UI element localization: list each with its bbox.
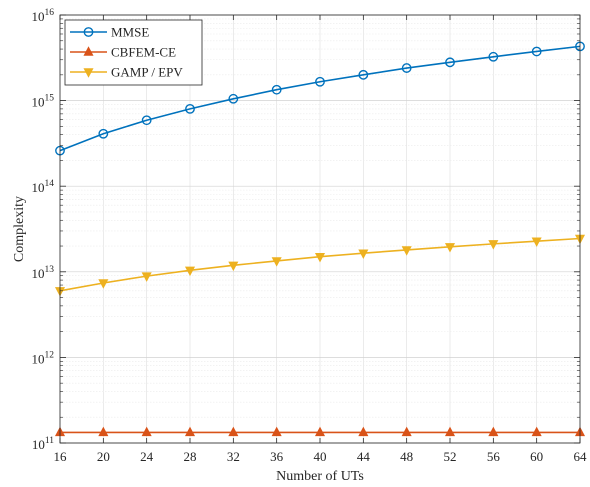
data-point-mmse [141,115,152,126]
y-axis-label: Complexity [12,196,27,262]
data-point-mmse [98,128,109,139]
data-point-gamp-epv [184,266,196,277]
x-tick-label: 64 [574,449,588,464]
data-point-cbfem-ce [401,426,412,437]
series-line-mmse [59,45,581,152]
legend-label-mmse: MMSE [111,25,149,40]
x-tick-label: 20 [97,449,110,464]
legend-marker-cbfem-ce [83,46,94,56]
y-tick-label: 1015 [32,94,55,110]
data-point-gamp-epv [228,261,239,272]
x-tick-label: 32 [227,449,240,464]
x-tick-label: 36 [270,449,284,464]
data-point-mmse [315,76,325,87]
data-point-cbfem-ce [358,426,369,437]
grid [59,14,581,444]
data-point-gamp-epv [98,279,109,289]
data-point-cbfem-ce [444,426,456,437]
data-point-cbfem-ce [184,426,196,437]
legend-label-gamp-epv: GAMP / EPV [111,65,183,80]
data-point-mmse [228,93,239,104]
data-point-cbfem-ce [314,426,326,437]
x-tick-label: 44 [357,449,371,464]
x-tick-label: 16 [54,449,68,464]
x-axis-label: Number of UTs [276,469,364,484]
data-point-mmse [185,103,195,114]
data-point-gamp-epv [488,240,499,250]
data-point-mmse [531,46,542,57]
data-point-gamp-epv [401,246,412,256]
legend: MMSE CBFEM-CE GAMP / EPV [64,19,203,86]
data-point-gamp-epv [271,257,282,267]
series-mmse [55,41,585,156]
data-point-cbfem-ce [228,426,239,437]
data-point-mmse [271,84,282,95]
y-tick-label: 1016 [32,8,55,24]
data-point-gamp-epv [531,237,542,247]
data-point-mmse [401,63,412,73]
x-tick-label: 24 [140,449,154,464]
x-tick-label: 56 [487,449,501,464]
axis-ticks: 16 20 24 28 32 36 40 44 48 52 56 60 64 1011 1012 1013 10… [32,8,588,464]
data-point-cbfem-ce [271,426,282,437]
data-point-mmse [358,69,369,80]
series-gamp-epv [54,234,586,297]
x-tick-label: 28 [184,449,197,464]
data-point-gamp-epv [314,253,326,263]
y-tick-label: 1013 [32,265,55,281]
data-point-gamp-epv [444,243,456,253]
data-point-gamp-epv [358,249,369,259]
data-point-cbfem-ce [141,426,152,437]
legend-marker-mmse [83,27,94,37]
data-point-cbfem-ce [98,426,109,437]
data-point-mmse [445,57,455,68]
data-point-gamp-epv [141,272,152,282]
x-tick-label: 40 [314,449,327,464]
series-layer [54,41,586,437]
y-tick-label: 1014 [32,179,55,195]
legend-label-cbfem-ce: CBFEM-CE [111,45,176,60]
x-tick-label: 48 [400,449,413,464]
y-tick-label: 1012 [32,350,55,366]
x-tick-label: 52 [444,449,457,464]
legend-marker-gamp-epv [83,68,94,78]
data-point-cbfem-ce [531,426,542,437]
x-tick-label: 60 [530,449,543,464]
y-tick-label: 1011 [32,436,54,452]
data-point-cbfem-ce [488,426,499,437]
data-point-mmse [488,51,499,62]
series-cbfem-ce [54,426,586,437]
